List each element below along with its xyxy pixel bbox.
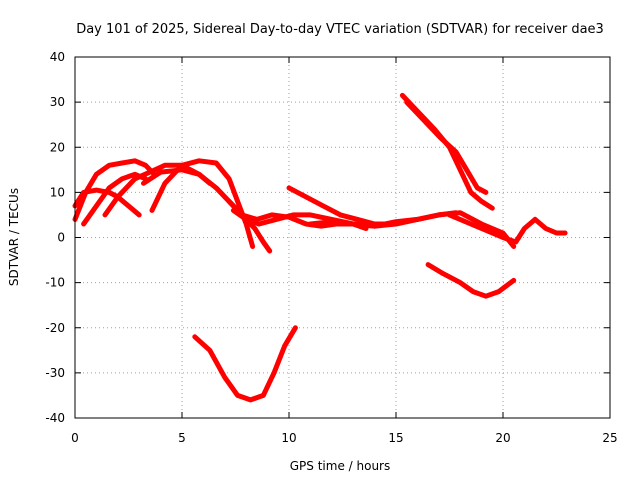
y-tick-label: 20 (50, 140, 65, 154)
y-tick-label: 0 (57, 231, 65, 245)
series-track-10 (307, 210, 517, 249)
series-track-14 (404, 99, 489, 195)
y-tick-label: -20 (45, 321, 65, 335)
series-track-15 (425, 262, 517, 299)
x-tick-label: 0 (71, 431, 79, 445)
y-tick-label: -40 (45, 411, 65, 425)
x-tick-label: 25 (602, 431, 617, 445)
x-tick-label: 5 (178, 431, 186, 445)
y-tick-label: 10 (50, 185, 65, 199)
x-tick-label: 10 (281, 431, 296, 445)
y-tick-label: -30 (45, 366, 65, 380)
axis-layer: 0 5 10 15 20 25 -40 -30 -20 -10 0 10 20 30 40 (45, 50, 617, 445)
series-track-12 (192, 325, 298, 403)
data-layer (72, 92, 568, 403)
y-tick-label: -10 (45, 276, 65, 290)
plot-frame (74, 56, 611, 419)
series-track-3 (81, 171, 149, 227)
x-tick-label: 15 (388, 431, 403, 445)
x-axis-label: GPS time / hours (290, 459, 391, 473)
chart-title: Day 101 of 2025, Sidereal Day-to-day VTE… (76, 22, 604, 37)
y-tick-label: 40 (50, 50, 65, 64)
y-axis-label: SDTVAR / TECUs (7, 188, 21, 286)
series-track-6 (141, 167, 273, 254)
series-track-11 (447, 212, 568, 245)
series-track-2 (72, 187, 142, 218)
y-tick-label: 30 (50, 95, 65, 109)
x-tick-label: 20 (495, 431, 510, 445)
